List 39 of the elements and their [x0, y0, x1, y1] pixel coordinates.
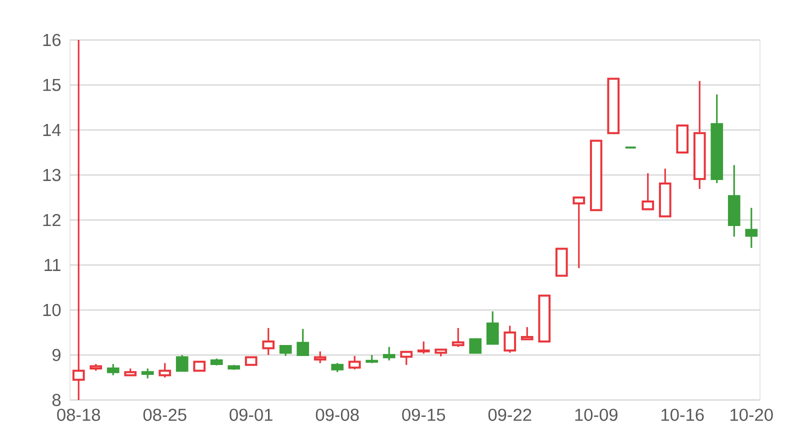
- candlestick: [262, 327, 275, 356]
- candlestick: [504, 324, 516, 354]
- candlestick: [572, 196, 586, 269]
- x-tick-label: 09-08: [316, 408, 359, 421]
- candlestick: [452, 327, 464, 348]
- candlestick: [296, 328, 310, 356]
- y-tick-label: 11: [44, 259, 60, 271]
- candlestick: [348, 355, 361, 370]
- candlestick: [141, 368, 154, 380]
- x-tick-label: 09-22: [488, 408, 532, 421]
- candlestick: [400, 350, 413, 366]
- x-tick-label: 09-15: [402, 408, 446, 421]
- x-tick-label: 08-25: [143, 408, 186, 421]
- y-tick-label: 13: [43, 168, 61, 182]
- y-tick-label: 8: [52, 394, 61, 406]
- y-tick-label: 10: [43, 304, 61, 316]
- candlestick: [520, 326, 534, 340]
- y-tick-label: 9: [52, 348, 60, 362]
- x-tick-label: 10-09: [575, 408, 618, 421]
- candlestick: [106, 363, 120, 376]
- candlestick: [642, 172, 654, 210]
- y-tick-label: 14: [43, 124, 61, 136]
- candlestick: [469, 338, 482, 354]
- candlestick: [417, 340, 430, 354]
- y-tick-label: 12: [43, 214, 60, 226]
- y-tick-label: 15: [43, 78, 61, 92]
- x-tick-label: 10-16: [662, 408, 704, 421]
- candlestick: [176, 354, 188, 372]
- candlestick: [314, 350, 326, 364]
- candlestick: [486, 310, 499, 345]
- candlestick: [279, 344, 292, 357]
- y-tick-label: 16: [43, 34, 61, 46]
- x-tick-label: 09-01: [230, 408, 272, 421]
- candlestick: [72, 40, 85, 400]
- candlestick: [745, 207, 758, 249]
- candlestick: [158, 362, 172, 378]
- x-tick-label: 10-20: [730, 408, 773, 421]
- x-tick-label: 08-18: [57, 408, 100, 421]
- candlestick: [382, 346, 396, 362]
